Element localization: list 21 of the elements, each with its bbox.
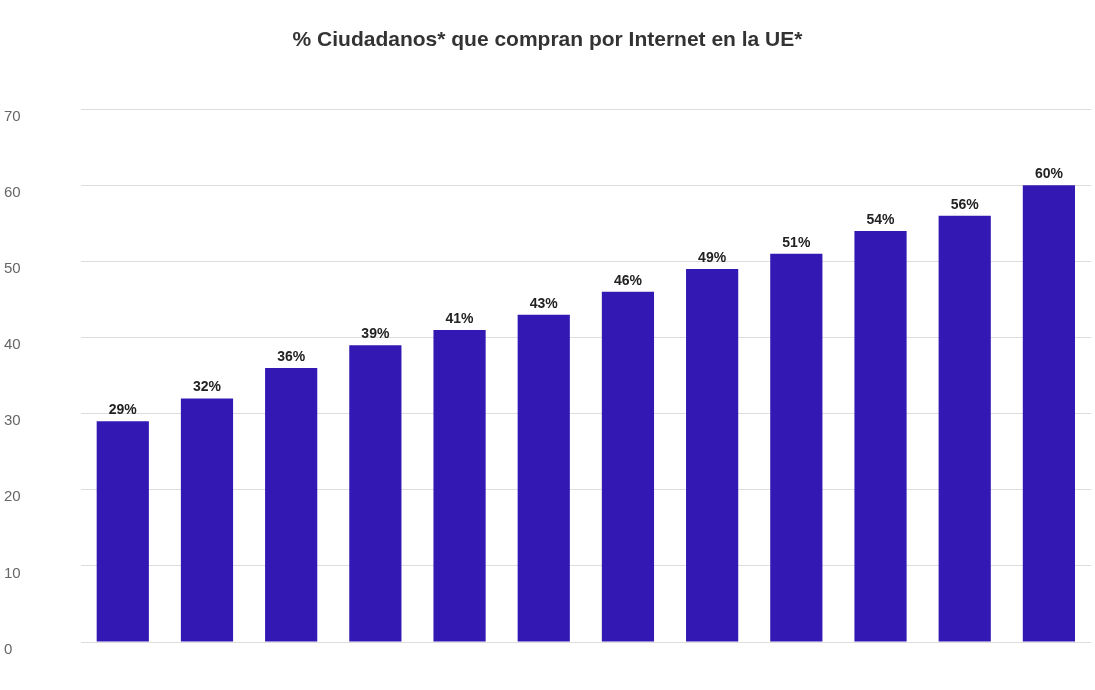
y-tick-label: 60 xyxy=(4,182,21,200)
data-label: 60% xyxy=(1034,165,1064,182)
data-label: 51% xyxy=(782,233,811,250)
y-tick-label: 30 xyxy=(4,411,21,429)
data-label: 54% xyxy=(866,210,896,227)
data-label: 46% xyxy=(613,271,643,288)
data-label: 56% xyxy=(950,195,980,212)
y-tick-label: 70 xyxy=(4,106,21,124)
data-label: 49% xyxy=(698,248,727,265)
data-label: 32% xyxy=(192,378,222,395)
y-tick-label: 40 xyxy=(4,335,21,353)
data-label: 41% xyxy=(445,309,475,326)
y-tick-label: 50 xyxy=(4,259,21,277)
data-label: 43% xyxy=(529,294,559,311)
y-tick-label: 10 xyxy=(4,563,21,581)
chart-title: % Ciudadanos* que compran por Internet en la UE* xyxy=(292,27,804,51)
data-label: 36% xyxy=(277,347,306,364)
y-tick-label: 0 xyxy=(4,639,13,657)
y-tick-label: 20 xyxy=(4,487,21,505)
data-label: 29% xyxy=(108,401,138,418)
data-label: 39% xyxy=(361,325,390,342)
